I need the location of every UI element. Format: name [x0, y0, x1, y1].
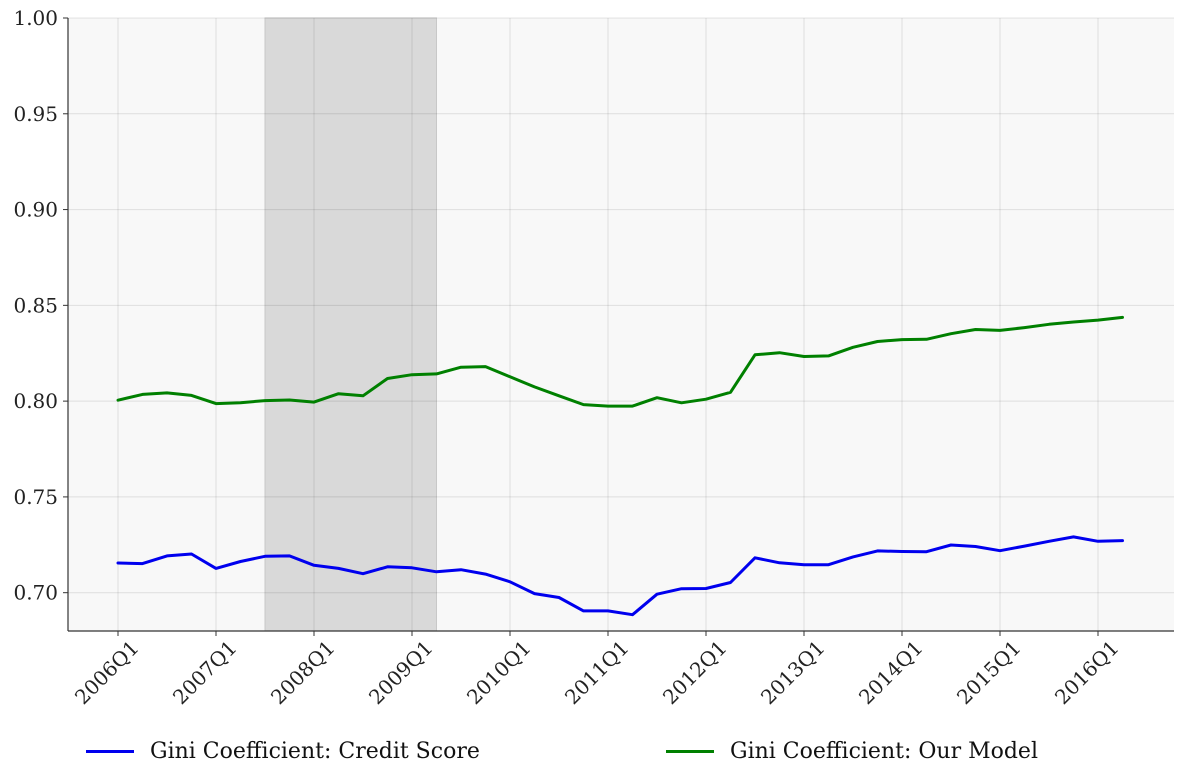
legend-item-credit-score: Gini Coefficient: Credit Score	[86, 733, 480, 769]
x-tick-label: 2008Q1	[266, 636, 340, 710]
y-tick-label: 0.75	[13, 485, 58, 509]
series-line-credit-score	[116, 535, 1124, 617]
y-tick-label: 0.90	[13, 198, 58, 222]
legend-swatch-our-model	[666, 749, 714, 753]
x-tick-label: 2007Q1	[168, 636, 242, 710]
x-tick-label: 2013Q1	[756, 636, 830, 710]
line-chart: 0.70 0.75 0.80 0.85 0.90 0.95 1.00 2006Q1 2007Q1…	[13, 6, 1174, 710]
x-tick-label: 2015Q1	[952, 636, 1026, 710]
y-tick-label: 0.70	[13, 581, 58, 605]
legend: Gini Coefficient: Credit Score Gini Coef…	[0, 733, 1184, 773]
legend-swatch-credit-score	[86, 749, 134, 753]
y-tick-label: 0.95	[13, 102, 58, 126]
x-tick-label: 2010Q1	[462, 636, 536, 710]
x-tick-label: 2012Q1	[658, 636, 732, 710]
plot-background	[68, 18, 1174, 631]
x-tick-label: 2016Q1	[1050, 636, 1124, 710]
y-tick-label: 1.00	[13, 6, 58, 30]
series-layer	[116, 315, 1124, 617]
x-tick-label: 2011Q1	[560, 636, 634, 710]
shaded-region	[264, 17, 437, 632]
legend-label-our-model: Gini Coefficient: Our Model	[730, 738, 1038, 764]
legend-label-credit-score: Gini Coefficient: Credit Score	[150, 738, 480, 764]
y-tick-label: 0.80	[13, 389, 58, 413]
y-tick-label: 0.85	[13, 293, 58, 317]
x-tick-label: 2006Q1	[70, 636, 144, 710]
legend-item-our-model: Gini Coefficient: Our Model	[666, 733, 1038, 769]
x-tick-label: 2009Q1	[364, 636, 438, 710]
grid-layer	[68, 17, 1174, 631]
series-line-our-model	[116, 315, 1124, 408]
x-tick-label: 2014Q1	[854, 636, 928, 710]
shaded-region-layer	[264, 17, 437, 632]
